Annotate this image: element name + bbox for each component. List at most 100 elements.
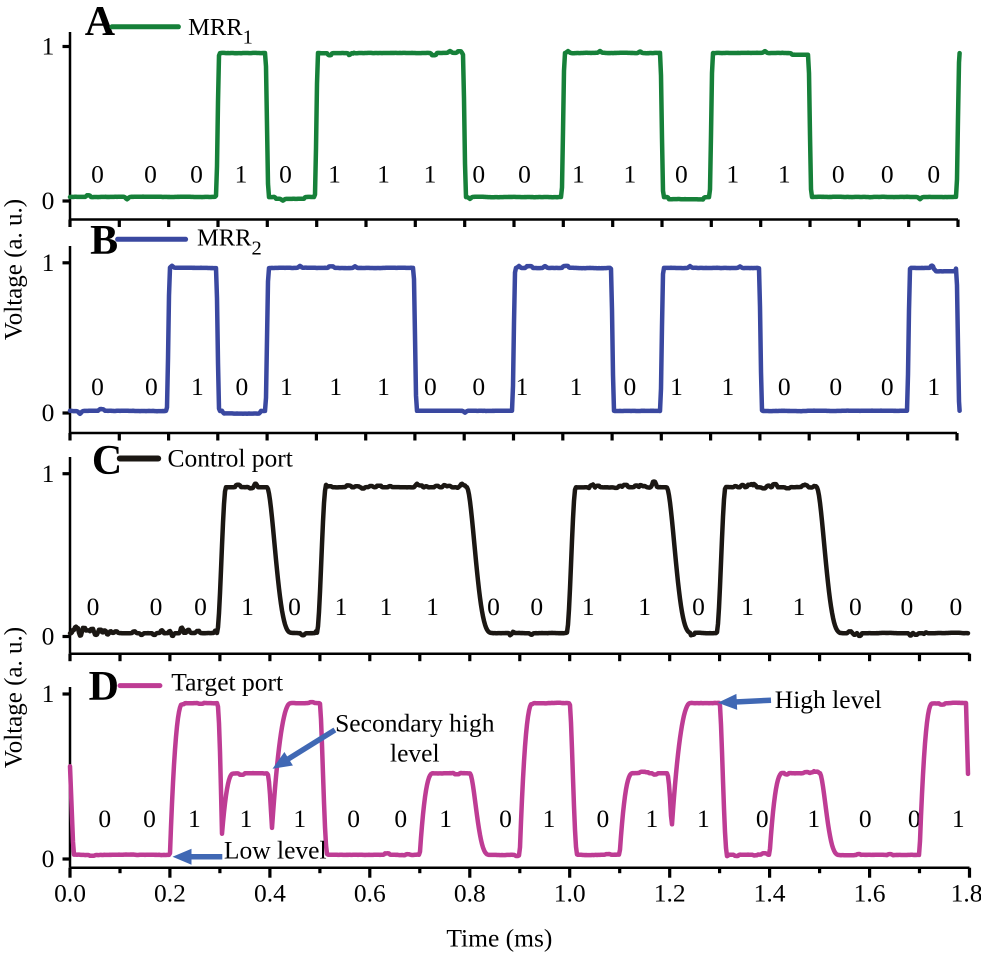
svg-text:0.8: 0.8 [454,878,486,907]
svg-text:0: 0 [832,160,845,189]
svg-text:0: 0 [144,160,157,189]
svg-text:1.4: 1.4 [754,878,786,907]
svg-text:1: 1 [722,372,735,401]
svg-text:0: 0 [91,160,104,189]
svg-text:1: 1 [741,592,754,621]
svg-text:0.0: 0.0 [54,878,86,907]
svg-text:0: 0 [499,804,512,833]
svg-text:1: 1 [778,160,791,189]
svg-text:0: 0 [150,592,163,621]
svg-text:0: 0 [190,160,203,189]
svg-text:Secondary high: Secondary high [335,708,495,737]
svg-text:1: 1 [426,592,439,621]
svg-text:0: 0 [530,592,543,621]
svg-text:0: 0 [91,372,104,401]
svg-text:1: 1 [952,804,965,833]
svg-text:0: 0 [849,592,862,621]
svg-text:0: 0 [98,804,111,833]
svg-text:D: D [89,664,119,710]
svg-text:0: 0 [288,592,301,621]
svg-text:1: 1 [697,804,710,833]
svg-text:0.6: 0.6 [354,878,386,907]
svg-text:1.2: 1.2 [654,878,686,907]
svg-text:0.4: 0.4 [254,878,286,907]
svg-text:0: 0 [424,372,437,401]
svg-text:1: 1 [582,592,595,621]
svg-text:1.0: 1.0 [554,878,586,907]
svg-text:1: 1 [543,804,556,833]
svg-text:1: 1 [646,804,659,833]
svg-text:0: 0 [487,592,500,621]
svg-text:0: 0 [347,804,360,833]
svg-text:1: 1 [42,459,55,488]
svg-text:0: 0 [950,592,963,621]
svg-text:1: 1 [42,248,55,277]
svg-text:1: 1 [793,592,806,621]
svg-text:1: 1 [439,804,452,833]
svg-text:0: 0 [927,160,940,189]
svg-text:1: 1 [328,160,341,189]
svg-text:0: 0 [472,160,485,189]
svg-text:0: 0 [624,372,637,401]
svg-text:0: 0 [756,804,769,833]
svg-text:1: 1 [293,804,306,833]
svg-text:Time (ms): Time (ms) [446,924,552,953]
svg-text:1: 1 [377,372,390,401]
svg-text:1: 1 [424,160,437,189]
svg-text:A: A [85,0,116,45]
svg-text:0: 0 [859,804,872,833]
svg-text:Target port: Target port [171,668,283,697]
svg-text:1: 1 [624,160,637,189]
svg-text:0.2: 0.2 [154,878,186,907]
svg-text:1: 1 [927,372,940,401]
svg-text:0: 0 [518,160,531,189]
svg-text:0: 0 [394,804,407,833]
svg-text:1: 1 [235,160,248,189]
svg-text:0: 0 [145,372,158,401]
svg-text:1: 1 [335,592,348,621]
svg-text:High level: High level [775,685,882,714]
svg-text:0: 0 [236,372,249,401]
svg-text:1: 1 [42,679,55,708]
svg-text:Voltage (a. u.): Voltage (a. u.) [1,199,28,340]
svg-text:1: 1 [191,372,204,401]
svg-text:1: 1 [670,372,683,401]
svg-text:0: 0 [829,372,842,401]
svg-text:B: B [90,218,118,264]
svg-text:1: 1 [516,372,529,401]
svg-text:level: level [390,739,440,768]
svg-text:1: 1 [42,32,55,61]
svg-text:1: 1 [807,804,820,833]
svg-text:1: 1 [570,372,583,401]
svg-text:1: 1 [377,160,390,189]
svg-text:0: 0 [143,804,156,833]
svg-text:0: 0 [42,844,55,873]
svg-text:0: 0 [597,804,610,833]
svg-text:1: 1 [240,804,253,833]
svg-text:0: 0 [692,592,705,621]
svg-text:0: 0 [194,592,207,621]
svg-text:0: 0 [42,186,55,215]
svg-text:0: 0 [472,372,485,401]
svg-text:1: 1 [280,372,293,401]
svg-text:1.8: 1.8 [951,878,981,907]
svg-text:1: 1 [241,592,254,621]
svg-text:1: 1 [726,160,739,189]
svg-text:1: 1 [380,592,393,621]
svg-text:0: 0 [901,592,914,621]
svg-text:0: 0 [42,398,55,427]
svg-text:Control port: Control port [168,443,293,472]
svg-text:0: 0 [908,804,921,833]
svg-text:0: 0 [778,372,791,401]
svg-text:0: 0 [42,622,55,651]
svg-text:1: 1 [638,592,651,621]
svg-text:Low level: Low level [224,835,327,864]
svg-text:0: 0 [279,160,292,189]
svg-text:1: 1 [188,804,201,833]
svg-text:0: 0 [881,160,894,189]
svg-text:0: 0 [881,372,894,401]
svg-text:1: 1 [572,160,585,189]
svg-text:Voltage (a. u.): Voltage (a. u.) [1,627,28,768]
svg-text:C: C [92,438,122,484]
svg-text:0: 0 [87,592,100,621]
